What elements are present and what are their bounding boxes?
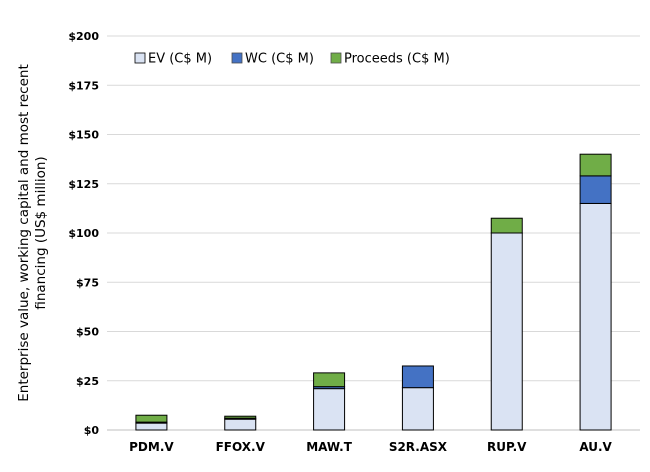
legend-label: WC (C$ M) — [245, 52, 314, 67]
legend-swatch — [134, 52, 146, 64]
y-tick-label: $200 — [68, 30, 99, 43]
legend-swatch — [330, 52, 342, 64]
legend-swatch — [231, 52, 243, 64]
bar-segment-ev — [490, 232, 523, 431]
y-axis: $0 $25 $50 $75 $100 $125 $150 $175 $200 — [68, 30, 99, 437]
gridlines — [107, 35, 640, 382]
bar-segment-wc — [401, 365, 434, 389]
y-axis-title-line: financing (US$ million) — [33, 156, 49, 309]
legend-label: Proceeds (C$ M) — [344, 52, 450, 67]
x-tick-label: MAW.T — [306, 440, 353, 454]
y-axis-title: Enterprise value, working capital and mo… — [16, 64, 49, 402]
bar-segment-proceeds — [135, 414, 168, 423]
bar-segment-ev — [224, 418, 257, 431]
legend-label: EV (C$ M) — [148, 52, 212, 67]
bar-segment-proceeds — [313, 372, 346, 388]
x-tick-label: AU.V — [579, 440, 612, 454]
x-tick-label: FFOX.V — [216, 440, 266, 454]
y-tick-label: $125 — [68, 178, 99, 191]
bar-segment-proceeds — [490, 217, 523, 234]
y-tick-label: $0 — [84, 424, 100, 437]
x-axis: PDM.V FFOX.V MAW.T S2R.ASX RUP.V AU.V — [129, 440, 612, 454]
y-tick-label: $175 — [68, 79, 99, 92]
y-tick-label: $100 — [68, 227, 99, 240]
y-tick-label: $75 — [76, 276, 99, 289]
x-tick-label: RUP.V — [487, 440, 527, 454]
x-tick-label: S2R.ASX — [389, 440, 448, 454]
y-tick-label: $25 — [76, 375, 99, 388]
bar-segment-wc — [579, 175, 612, 204]
bar-segment-ev — [401, 387, 434, 431]
bars — [135, 153, 612, 431]
y-axis-title-line: Enterprise value, working capital and mo… — [16, 64, 32, 402]
bar-segment-ev — [579, 202, 612, 431]
legend: EV (C$ M) WC (C$ M) Proceeds (C$ M) — [134, 52, 450, 67]
x-tick-label: PDM.V — [129, 440, 174, 454]
bar-segment-proceeds — [224, 415, 257, 419]
bar-segment-proceeds — [579, 153, 612, 177]
bar-segment-ev — [135, 422, 168, 431]
y-tick-label: $50 — [76, 326, 99, 339]
bar-segment-ev — [313, 388, 346, 431]
y-tick-label: $150 — [68, 129, 99, 142]
